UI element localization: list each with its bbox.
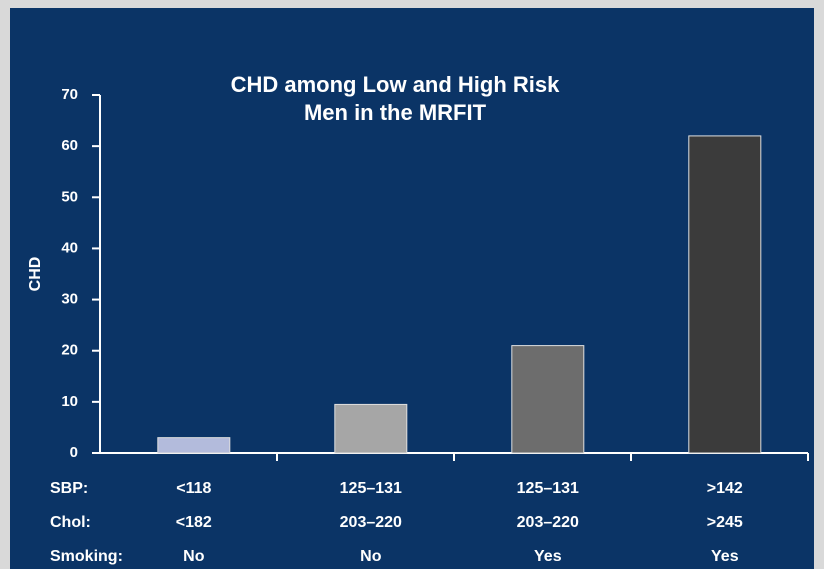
x-tick-label: >245 bbox=[707, 514, 743, 531]
y-tick-label: 50 bbox=[61, 188, 78, 205]
row-label: Smoking: bbox=[50, 548, 123, 565]
y-tick-label: 30 bbox=[61, 291, 78, 308]
row-label: Chol: bbox=[50, 514, 91, 531]
x-tick-label: 125–131 bbox=[340, 480, 402, 497]
y-tick-label: 10 bbox=[61, 393, 78, 410]
bar bbox=[157, 437, 231, 454]
y-axis-label: CHD bbox=[27, 257, 44, 292]
x-tick-label: Yes bbox=[534, 548, 562, 565]
bar bbox=[688, 135, 762, 454]
x-tick-label: <118 bbox=[176, 480, 211, 497]
x-tick-label: No bbox=[360, 548, 382, 565]
x-tick-label: >142 bbox=[707, 480, 743, 497]
y-tick-label: 20 bbox=[61, 342, 78, 359]
x-tick-label: 125–131 bbox=[517, 480, 579, 497]
x-tick-label: <182 bbox=[176, 514, 212, 531]
x-tick-label: 203–220 bbox=[340, 514, 402, 531]
y-tick-label: 60 bbox=[61, 137, 78, 154]
chart-title: Men in the MRFIT bbox=[304, 100, 487, 125]
y-tick-label: 40 bbox=[61, 239, 78, 256]
y-tick-label: 0 bbox=[70, 444, 78, 461]
bar bbox=[334, 403, 408, 454]
x-tick-label: No bbox=[183, 548, 205, 565]
bar bbox=[511, 345, 585, 454]
background bbox=[10, 8, 814, 569]
chart-title: CHD among Low and High Risk bbox=[231, 72, 561, 97]
x-tick-label: 203–220 bbox=[517, 514, 579, 531]
row-label: SBP: bbox=[50, 480, 88, 497]
x-tick-label: Yes bbox=[711, 548, 739, 565]
y-tick-label: 70 bbox=[61, 86, 78, 103]
